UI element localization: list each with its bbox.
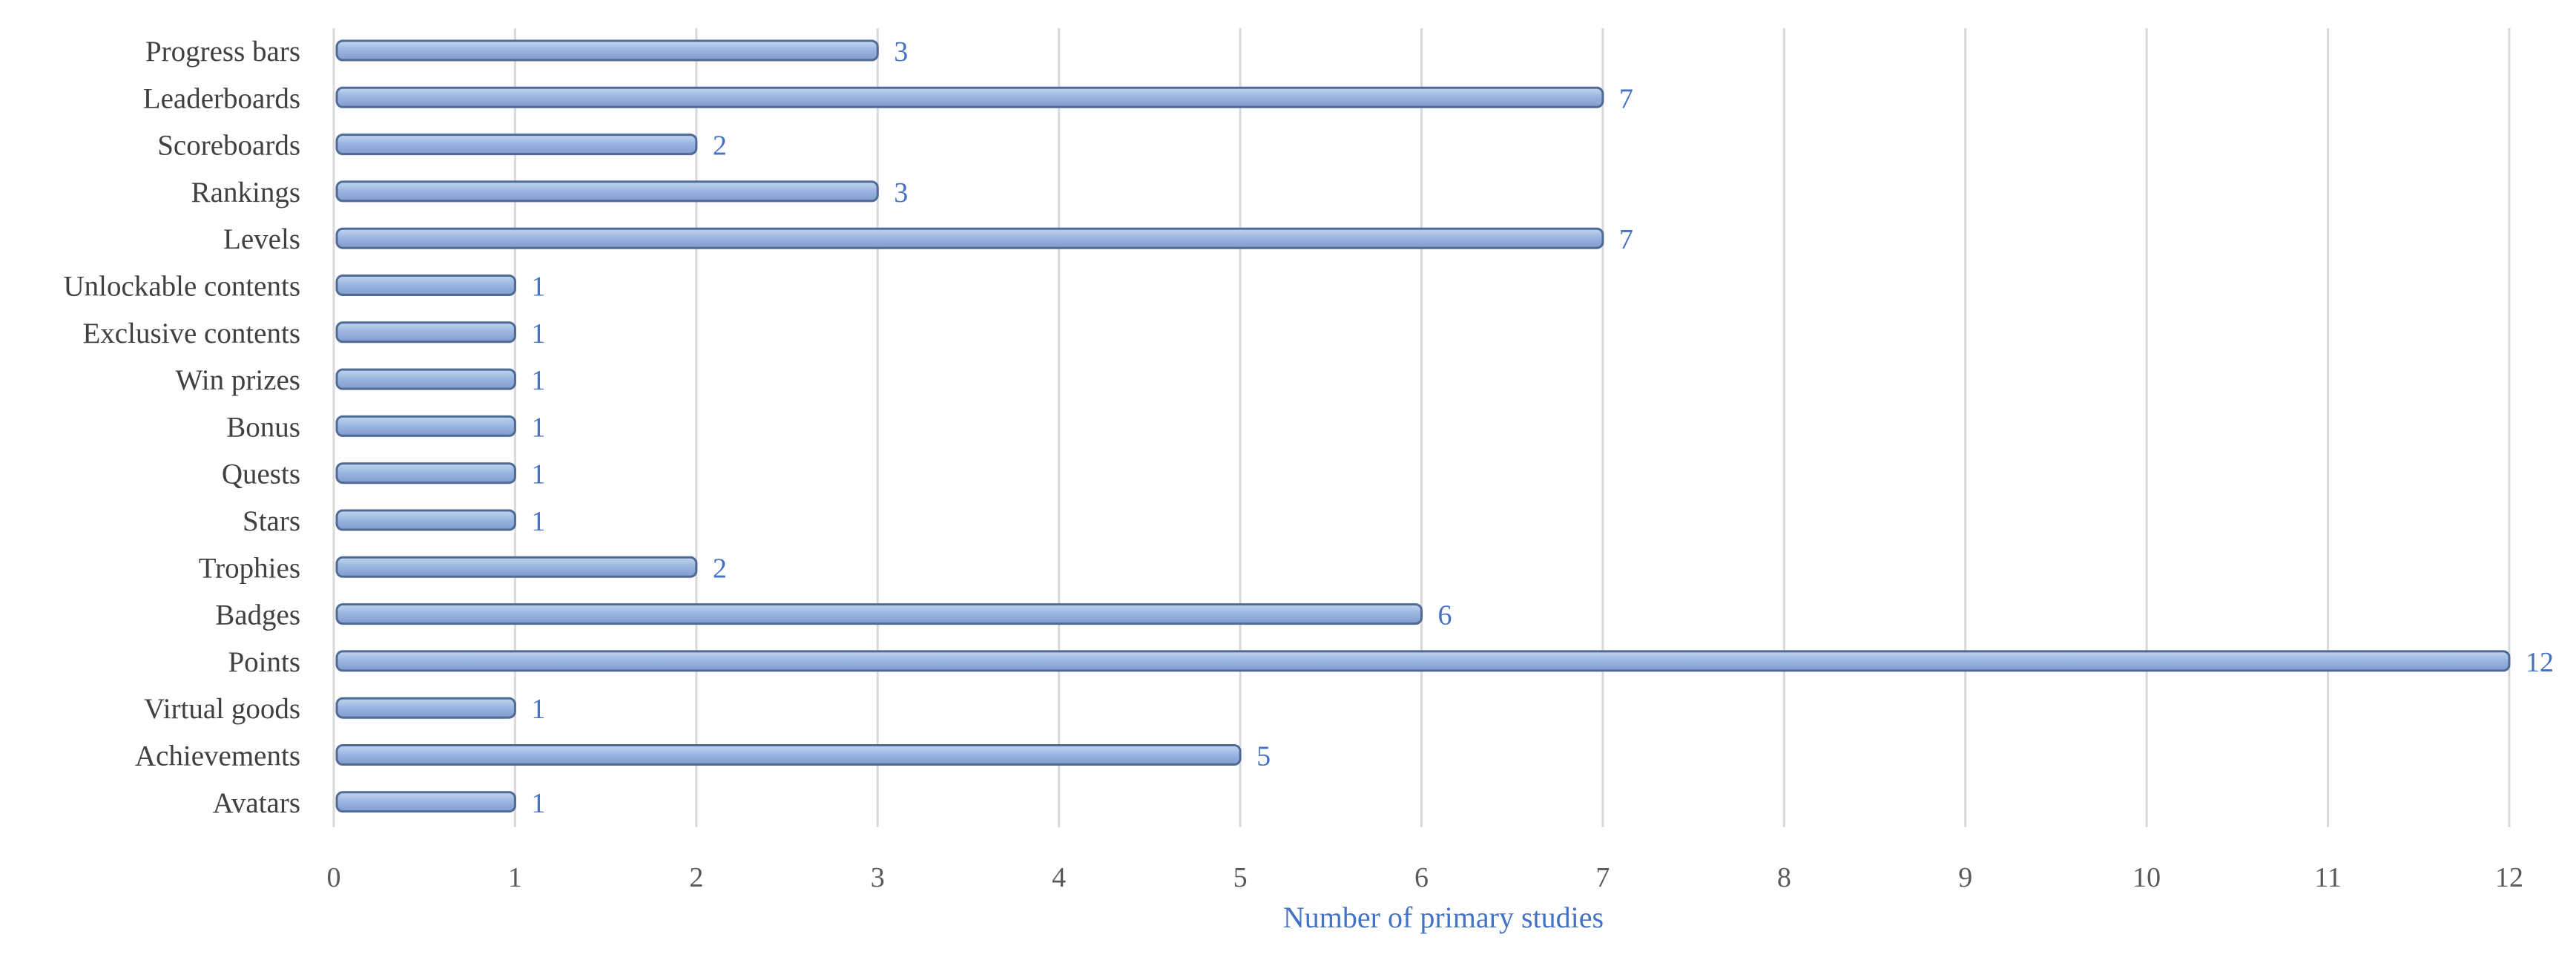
category-label: Scoreboards: [157, 130, 300, 162]
x-tick-label: 12: [2495, 862, 2523, 893]
bars: [335, 39, 2511, 813]
data-label: 1: [531, 788, 545, 819]
x-tick-label: 2: [689, 862, 703, 893]
x-tick-label: 3: [871, 862, 885, 893]
category-label: Quests: [222, 459, 300, 490]
bar-rankings: [335, 180, 879, 203]
bar-levels: [335, 227, 1604, 249]
category-label: Trophies: [199, 552, 300, 584]
bar-quests: [335, 462, 516, 484]
bar-achievements: [335, 744, 1242, 766]
data-label: 1: [531, 694, 545, 725]
data-label: 1: [531, 272, 545, 303]
bar-win-prizes: [335, 368, 516, 390]
x-tick-label: 7: [1595, 862, 1610, 893]
bar-scoreboards: [335, 134, 698, 156]
category-label: Rankings: [191, 177, 300, 208]
category-label: Bonus: [226, 411, 300, 443]
gridlines: [332, 28, 2511, 827]
data-label: 2: [713, 553, 727, 584]
category-label: Stars: [243, 505, 300, 537]
x-tick-label: 6: [1414, 862, 1429, 893]
data-label: 1: [531, 459, 545, 490]
category-label: Badges: [215, 599, 300, 631]
category-labels: Progress bars Leaderboards Scoreboards Rank…: [64, 36, 300, 819]
x-tick-label: 9: [1958, 862, 1972, 893]
bar-badges: [335, 603, 1423, 625]
bar-trophies: [335, 556, 698, 578]
x-tick-label: 4: [1052, 862, 1066, 893]
data-label: 1: [531, 365, 545, 396]
x-tick-labels: 0 1 2 3 4 5 6 7 8 9 10 11 12: [327, 862, 2524, 893]
bar-leaderboards: [335, 86, 1604, 108]
category-label: Progress bars: [145, 36, 300, 68]
data-label: 12: [2526, 647, 2554, 678]
data-label: 1: [531, 506, 545, 537]
x-tick-label: 5: [1233, 862, 1248, 893]
bar-avatars: [335, 791, 516, 813]
data-label: 7: [1619, 224, 1633, 255]
x-tick-label: 10: [2132, 862, 2161, 893]
data-label: 2: [713, 131, 727, 162]
bar-bonus: [335, 415, 516, 437]
bar-points: [335, 650, 2511, 672]
bar-unlockable-contents: [335, 275, 516, 296]
category-label: Levels: [223, 223, 300, 255]
category-label: Virtual goods: [144, 693, 300, 725]
category-label: Unlockable contents: [64, 271, 300, 303]
x-tick-label: 8: [1777, 862, 1791, 893]
data-label: 1: [531, 412, 545, 443]
data-label: 3: [894, 177, 908, 208]
data-label: 7: [1619, 83, 1633, 114]
category-label: Win prizes: [176, 364, 300, 396]
bar-progress-bars: [335, 39, 879, 62]
data-label: 5: [1256, 741, 1271, 772]
data-label: 3: [894, 36, 908, 68]
x-tick-label: 0: [327, 862, 341, 893]
bar-stars: [335, 509, 516, 531]
data-label: 1: [531, 318, 545, 349]
bar-exclusive-contents: [335, 321, 516, 344]
x-axis-title: Number of primary studies: [1283, 901, 1604, 934]
category-label: Exclusive contents: [82, 318, 300, 349]
category-label: Points: [228, 646, 300, 678]
category-label: Leaderboards: [143, 82, 300, 114]
x-tick-label: 11: [2314, 862, 2342, 893]
x-tick-label: 1: [508, 862, 522, 893]
data-label: 6: [1438, 600, 1452, 631]
category-label: Avatars: [213, 787, 300, 819]
category-label: Achievements: [135, 740, 300, 772]
bar-virtual-goods: [335, 697, 516, 719]
